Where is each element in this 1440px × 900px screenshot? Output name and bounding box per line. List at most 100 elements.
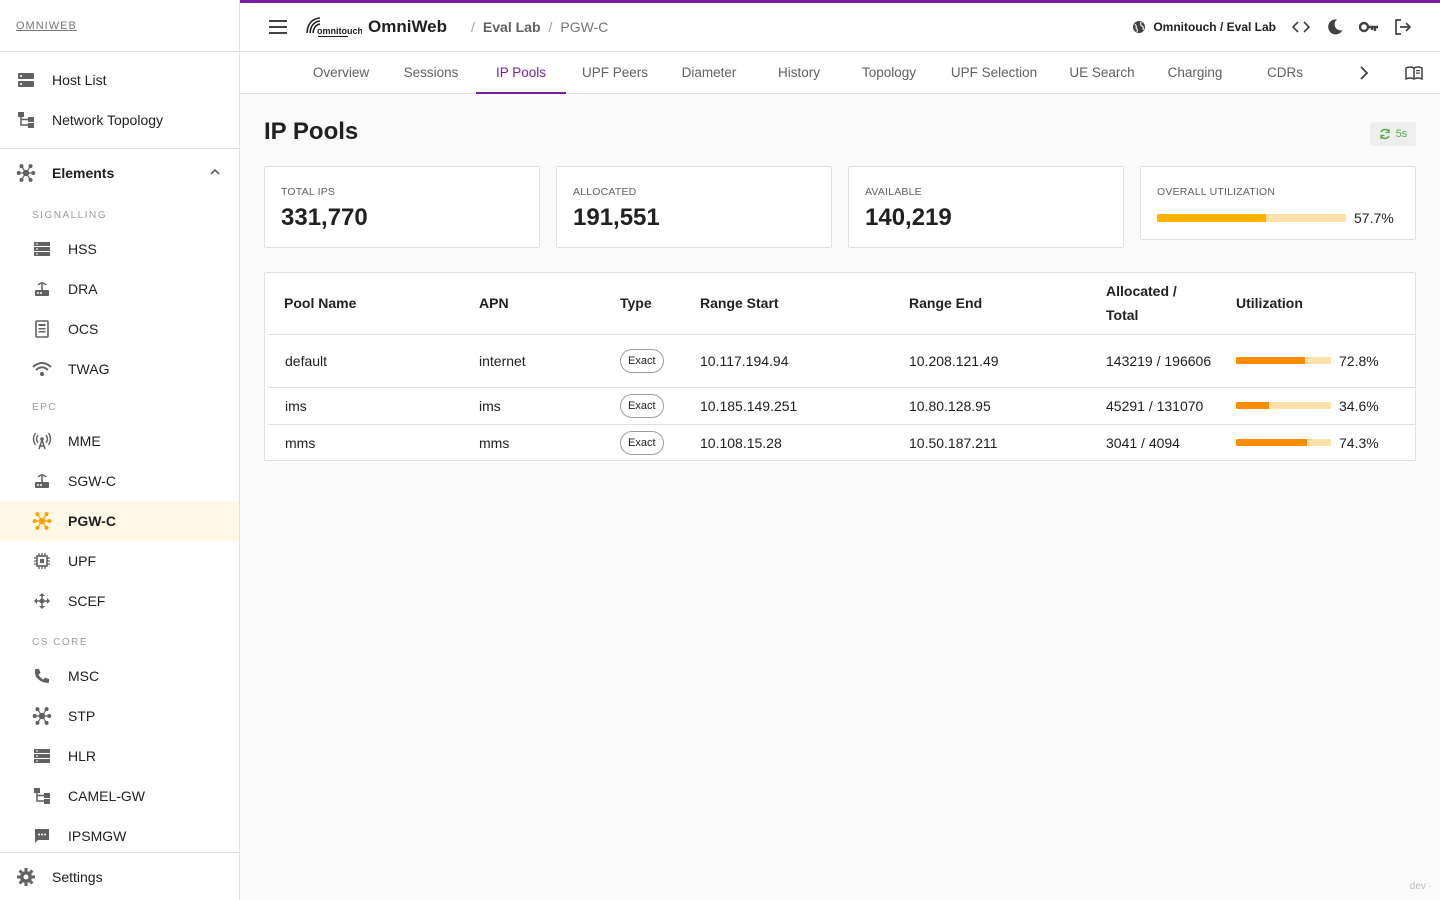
row-utilization-percent: 72.8% xyxy=(1339,352,1379,369)
sidebar-item-pgw-c[interactable]: PGW-C xyxy=(0,501,239,541)
stat-value: 140,219 xyxy=(865,204,952,231)
row-utilization-fill xyxy=(1236,357,1306,364)
hub-icon xyxy=(16,163,36,183)
sidebar-item-dra[interactable]: DRA xyxy=(0,269,239,309)
ip-pools-table: Pool Name APN Type Range Start Range End… xyxy=(264,272,1416,461)
key-icon[interactable] xyxy=(1352,10,1386,44)
col-header-utilization[interactable]: Utilization xyxy=(1236,273,1416,335)
app-logo[interactable]: omnitouch OmniWeb xyxy=(304,15,447,39)
logout-icon[interactable] xyxy=(1386,10,1420,44)
tenant-selector[interactable]: Omnitouch / Eval Lab xyxy=(1131,19,1276,35)
sidebar-item-label: SCEF xyxy=(68,593,106,609)
col-header-type[interactable]: Type xyxy=(620,273,700,335)
sms-icon xyxy=(32,826,52,846)
cell-pool-name: ims xyxy=(268,387,479,425)
col-header-range-end[interactable]: Range End xyxy=(909,273,1106,335)
table-header-row: Pool Name APN Type Range Start Range End… xyxy=(268,273,1416,335)
host-list-icon xyxy=(16,70,36,90)
tab-ue-search[interactable]: UE Search xyxy=(1054,52,1150,94)
logo-text: omnitouch xyxy=(317,26,362,36)
cell-utilization: 74.3% xyxy=(1236,424,1416,461)
sidebar-item-hlr[interactable]: HLR xyxy=(0,736,239,776)
sidebar-item-stp[interactable]: STP xyxy=(0,696,239,736)
auto-refresh-badge[interactable]: 5s xyxy=(1370,122,1416,146)
cell-allocated-total: 45291 / 131070 xyxy=(1106,387,1236,425)
sidebar-item-label: HSS xyxy=(68,241,97,257)
row-utilization-bar xyxy=(1236,402,1331,409)
utilization-row: 57.7% xyxy=(1157,210,1399,226)
tab-upf-selection[interactable]: UPF Selection xyxy=(934,52,1054,94)
env-tag: dev · xyxy=(1409,881,1432,892)
sidebar-footer: Settings xyxy=(0,852,239,900)
sidebar-item-camel-gw[interactable]: CAMEL-GW xyxy=(0,776,239,816)
tab-sessions[interactable]: Sessions xyxy=(386,52,476,94)
menu-icon[interactable] xyxy=(266,15,290,39)
sidebar-item-host-list[interactable]: Host List xyxy=(0,60,239,100)
sidebar-item-upf[interactable]: UPF xyxy=(0,541,239,581)
stat-card-allocated: ALLOCATED 191,551 xyxy=(556,166,832,248)
chevron-right-icon[interactable] xyxy=(1352,52,1376,94)
sidebar-item-label: PGW-C xyxy=(68,513,116,529)
refresh-icon xyxy=(1379,128,1391,140)
col-header-allocated-total[interactable]: Allocated / Total xyxy=(1106,273,1236,335)
tab-diameter[interactable]: Diameter xyxy=(664,52,754,94)
sidebar-item-ipsmgw[interactable]: IPSMGW xyxy=(0,816,239,856)
billing-icon xyxy=(32,319,52,339)
phone-icon xyxy=(32,666,52,686)
table-row[interactable]: ims ims Exact 10.185.149.251 10.80.128.9… xyxy=(268,387,1416,425)
tab-topology[interactable]: Topology xyxy=(844,52,934,94)
row-utilization-percent: 34.6% xyxy=(1339,397,1379,414)
docs-book-icon[interactable] xyxy=(1402,52,1426,94)
tab-label: Sessions xyxy=(403,65,459,80)
sidebar-item-network-topology[interactable]: Network Topology xyxy=(0,100,239,140)
col-header-pool-name[interactable]: Pool Name xyxy=(268,273,479,335)
sidebar-item-sgw-c[interactable]: SGW-C xyxy=(0,461,239,501)
tab-label: UPF Selection xyxy=(950,65,1038,80)
row-utilization-bar xyxy=(1236,439,1331,447)
sidebar-item-scef[interactable]: SCEF xyxy=(0,581,239,621)
tab-label: IP Pools xyxy=(495,65,547,80)
tab-label: Diameter xyxy=(681,65,737,80)
dark-mode-icon[interactable] xyxy=(1318,10,1352,44)
hub-icon xyxy=(32,706,52,726)
sidebar-item-msc[interactable]: MSC xyxy=(0,656,239,696)
sidebar: OMNIWEB Host List Network Topology Eleme… xyxy=(0,0,240,900)
sidebar-item-label: HLR xyxy=(68,748,97,764)
gear-icon xyxy=(16,867,36,887)
tab-ip-pools[interactable]: IP Pools xyxy=(476,52,566,94)
tab-label: Charging xyxy=(1167,65,1223,80)
page-title: IP Pools xyxy=(264,118,359,145)
col-header-range-start[interactable]: Range Start xyxy=(700,273,909,335)
overall-utilization-bar xyxy=(1157,214,1346,222)
elements-group-header[interactable]: Elements xyxy=(0,149,239,197)
server-icon xyxy=(32,239,52,259)
table-row[interactable]: default internet Exact 10.117.194.94 10.… xyxy=(268,334,1416,388)
tab-overview[interactable]: Overview xyxy=(300,52,382,94)
tab-charging[interactable]: Charging xyxy=(1150,52,1240,94)
tab-upf-peers[interactable]: UPF Peers xyxy=(566,52,664,94)
sidebar-item-mme[interactable]: MME xyxy=(0,421,239,461)
antenna-icon xyxy=(32,431,52,451)
sidebar-item-label: Host List xyxy=(52,72,107,88)
cell-range-start: 10.185.149.251 xyxy=(700,387,909,425)
code-icon[interactable] xyxy=(1284,10,1318,44)
brand-link[interactable]: OMNIWEB xyxy=(16,19,77,32)
col-header-apn[interactable]: APN xyxy=(479,273,620,335)
server-icon xyxy=(32,746,52,766)
table-row[interactable]: mms mms Exact 10.108.15.28 10.50.187.211… xyxy=(268,424,1416,461)
sidebar-item-twag[interactable]: TWAG xyxy=(0,349,239,389)
tab-label: UPF Peers xyxy=(581,65,649,80)
breadcrumb-item-current: PGW-C xyxy=(560,19,609,35)
tenant-label: Omnitouch / Eval Lab xyxy=(1153,20,1276,34)
tab-history[interactable]: History xyxy=(754,52,844,94)
tab-label: History xyxy=(777,65,820,80)
row-utilization-fill xyxy=(1236,439,1307,447)
row-utilization-fill xyxy=(1236,402,1269,409)
sidebar-item-label: OCS xyxy=(68,321,99,337)
tab-cdrs[interactable]: CDRs xyxy=(1240,52,1330,94)
breadcrumb-item-lab[interactable]: Eval Lab xyxy=(482,19,541,35)
sidebar-item-hss[interactable]: HSS xyxy=(0,229,239,269)
sidebar-item-ocs[interactable]: OCS xyxy=(0,309,239,349)
sidebar-item-settings[interactable]: Settings xyxy=(0,853,239,900)
row-utilization-percent: 74.3% xyxy=(1339,434,1379,451)
